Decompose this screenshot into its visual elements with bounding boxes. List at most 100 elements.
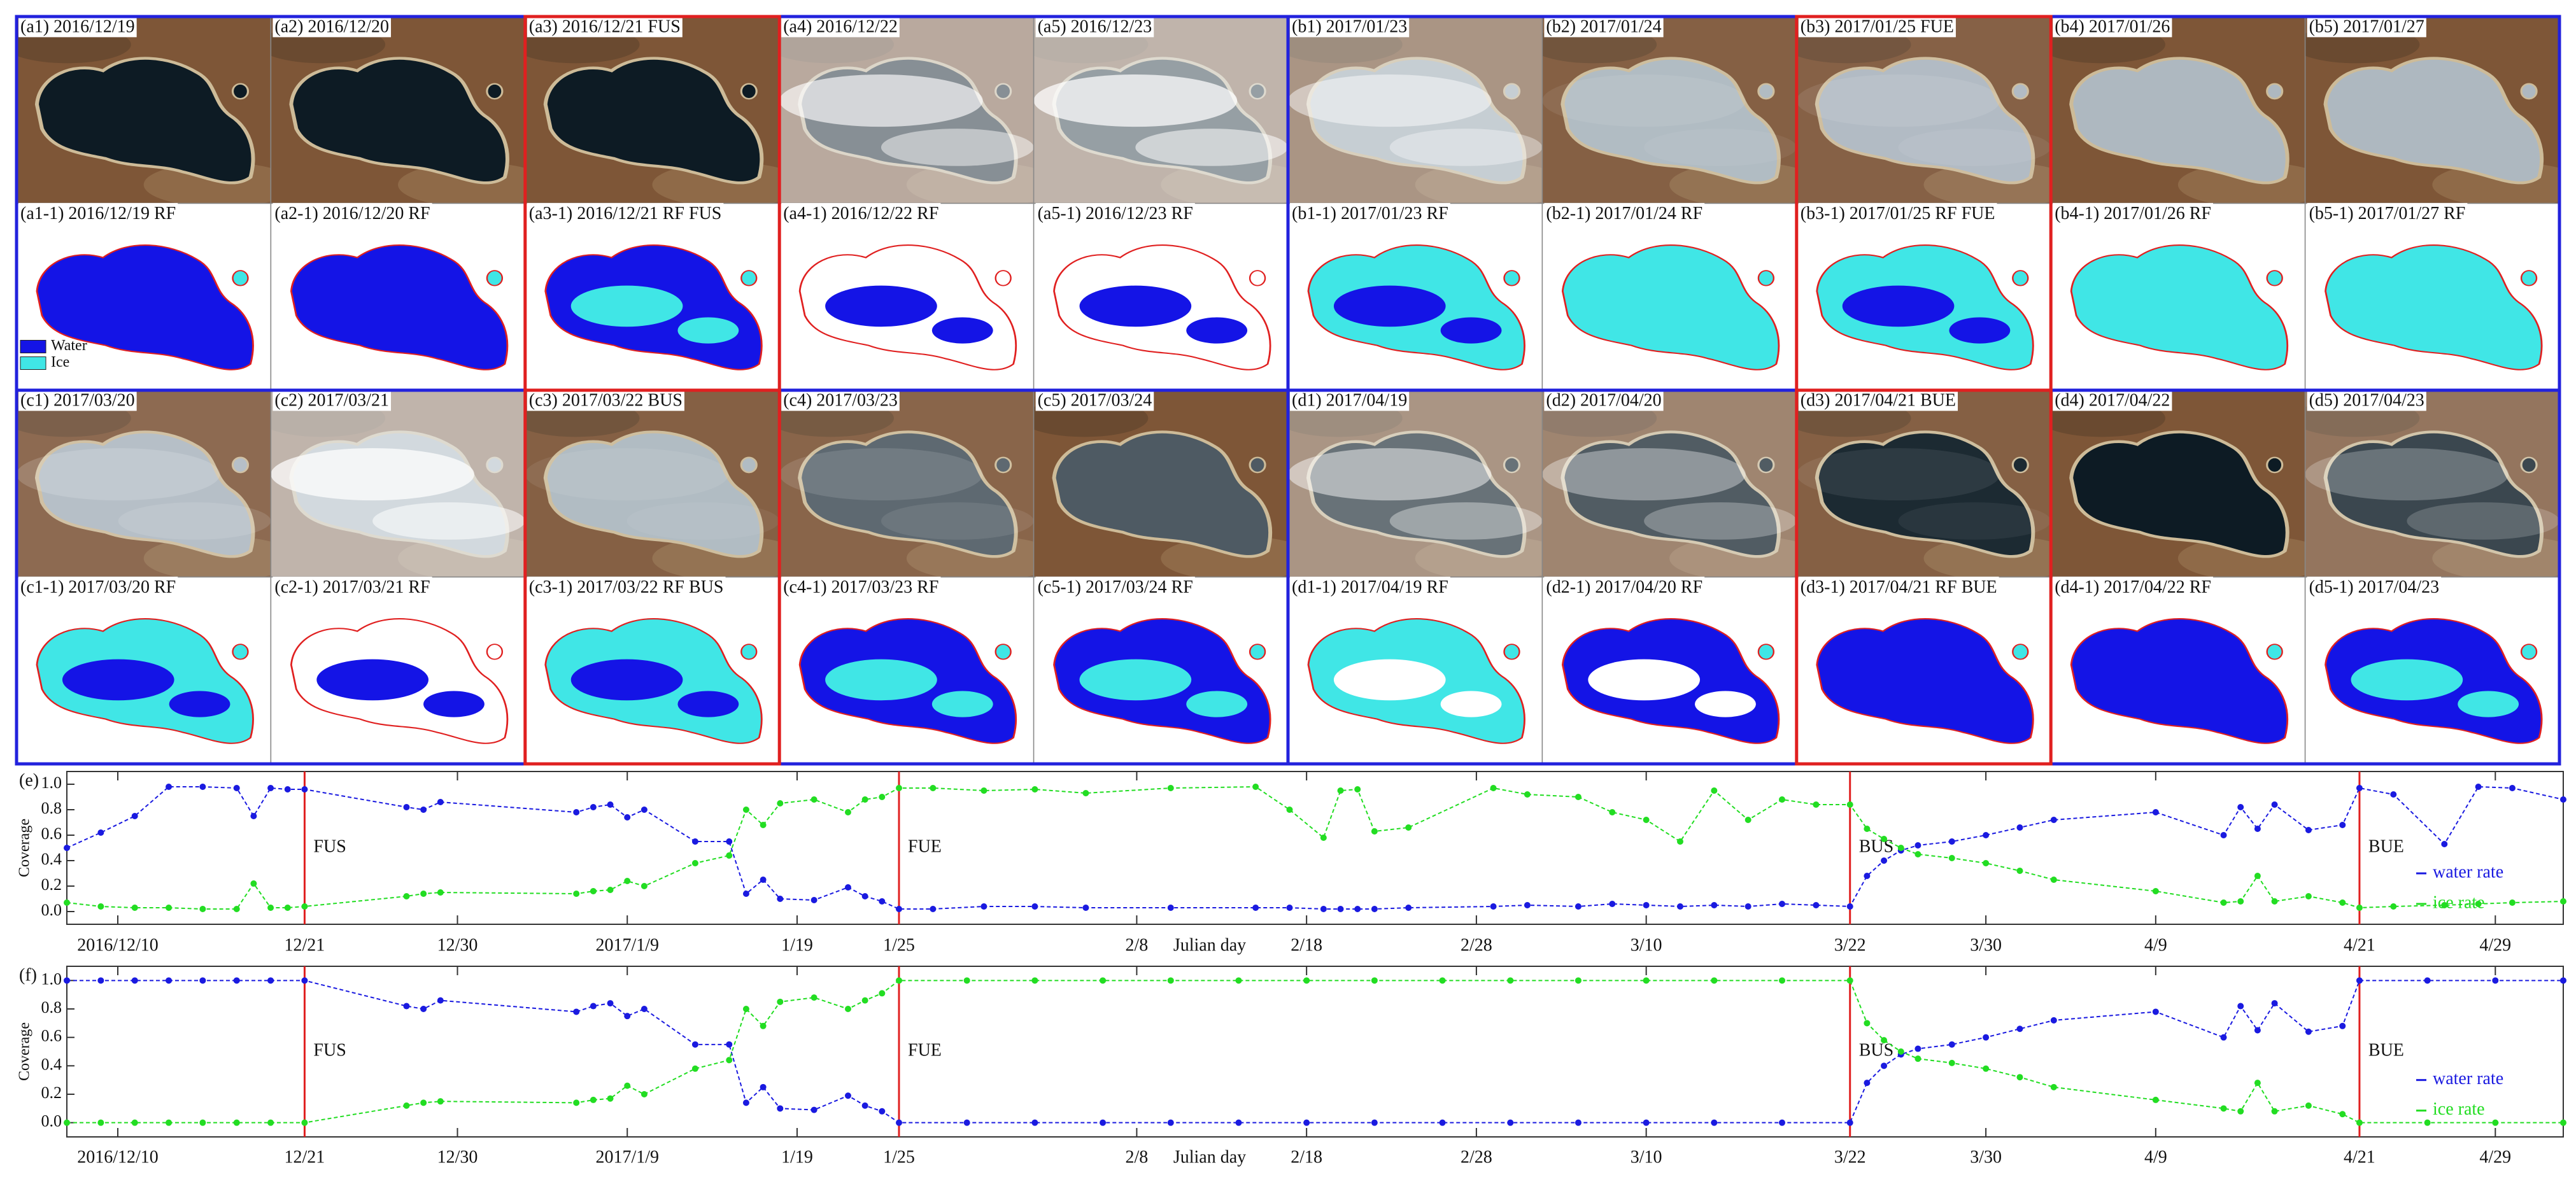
cloud	[1796, 74, 2000, 127]
panel-label: (d3) 2017/04/21 BUE	[1801, 390, 1956, 410]
y-tick-label: 0.8	[41, 998, 62, 1017]
satellite-image	[17, 390, 271, 577]
island	[2011, 456, 2029, 474]
data-point	[726, 838, 733, 845]
data-point	[777, 998, 784, 1005]
x-tick-label: 12/30	[437, 935, 478, 955]
data-point	[64, 1119, 70, 1126]
data-point	[879, 990, 886, 997]
island	[1249, 456, 1266, 474]
data-point	[267, 905, 274, 911]
label-background	[2053, 202, 2213, 224]
lake	[1560, 57, 1781, 185]
data-point	[2016, 824, 2023, 831]
lake	[2069, 430, 2289, 558]
lake-outline	[1816, 618, 2034, 744]
class-patch	[1588, 659, 1701, 701]
panel-label: (b4) 2017/01/26	[2055, 17, 2170, 36]
data-point	[2560, 1119, 2566, 1126]
panel-label: (a5-1) 2016/12/23 RF	[1038, 204, 1193, 223]
data-point	[726, 1041, 733, 1048]
data-point	[1507, 977, 1514, 984]
legend-label: ice rate	[2433, 1099, 2485, 1119]
data-point	[64, 977, 70, 984]
data-point	[2237, 898, 2244, 905]
data-point	[1983, 860, 1990, 866]
event-label: BUS	[1859, 836, 1893, 856]
lake-outline	[2325, 244, 2543, 370]
data-point	[590, 1003, 597, 1010]
label-background	[18, 390, 137, 411]
x-tick-label: 2/8	[1126, 935, 1149, 955]
data-point	[1252, 784, 1259, 790]
data-point	[2050, 817, 2057, 823]
cloud-cover	[779, 390, 1034, 577]
panel-label: (c4) 2017/03/23	[783, 390, 898, 410]
lake-outline	[1053, 618, 1271, 744]
data-point	[1864, 826, 1871, 832]
data-point	[131, 905, 138, 911]
legend-label: water rate	[2433, 862, 2503, 882]
data-point	[2441, 841, 2448, 847]
satellite-image	[1542, 390, 1797, 577]
legend-swatch	[20, 340, 46, 353]
x-tick-label: 3/22	[1834, 935, 1866, 955]
label-background	[18, 202, 178, 224]
data-point	[573, 1099, 580, 1106]
cloud-cover	[1796, 390, 2051, 577]
cloud	[1389, 502, 1543, 540]
data-point	[844, 809, 851, 815]
data-point	[726, 1057, 733, 1064]
data-point	[267, 785, 274, 791]
label-background	[1035, 202, 1195, 224]
data-point	[2152, 888, 2159, 894]
island	[1757, 644, 1775, 660]
data-point	[1252, 905, 1259, 911]
data-point	[2152, 1008, 2159, 1015]
classification-map	[1288, 577, 1543, 764]
data-point	[2356, 785, 2363, 791]
label-background	[2307, 16, 2426, 38]
data-point	[1337, 787, 1344, 794]
satellite-image	[1288, 17, 1543, 204]
data-point	[624, 1082, 631, 1089]
data-point	[777, 1105, 784, 1112]
data-point	[2050, 877, 2057, 883]
data-point	[1405, 905, 1412, 911]
x-tick-label: 2017/1/9	[595, 935, 659, 955]
data-point	[1983, 832, 1990, 838]
data-point	[844, 1006, 851, 1012]
label-background	[781, 202, 941, 224]
data-point	[1744, 903, 1752, 910]
lake	[2069, 57, 2289, 185]
satellite-image	[779, 17, 1034, 204]
data-point	[437, 997, 444, 1004]
event-frame	[523, 388, 781, 766]
lake-outline	[1307, 618, 1525, 744]
cloud	[1644, 502, 1797, 540]
cloud	[1288, 74, 1492, 127]
island	[1503, 270, 1520, 286]
class-patch	[1440, 691, 1502, 717]
classification-map	[2051, 203, 2305, 390]
cloud	[1135, 129, 1288, 166]
data-point	[1676, 838, 1683, 845]
classification-map	[2051, 577, 2305, 764]
data-point	[726, 852, 733, 859]
x-tick-label: 4/29	[2479, 935, 2511, 955]
class-patch	[1186, 691, 1248, 717]
lake-outline	[36, 244, 254, 370]
label-background	[781, 576, 941, 598]
island	[486, 644, 504, 660]
lake	[289, 57, 509, 185]
island	[994, 270, 1012, 286]
event-label: FUS	[313, 836, 346, 856]
panel-label: (b4-1) 2017/01/26 RF	[2055, 204, 2211, 223]
data-point	[1846, 801, 1853, 808]
lake-outline	[544, 244, 763, 370]
data-point	[879, 1108, 886, 1115]
y-tick-label: 0.6	[41, 1027, 62, 1045]
class-patch	[570, 285, 683, 327]
class-patch	[62, 659, 174, 701]
data-point	[1286, 807, 1293, 813]
